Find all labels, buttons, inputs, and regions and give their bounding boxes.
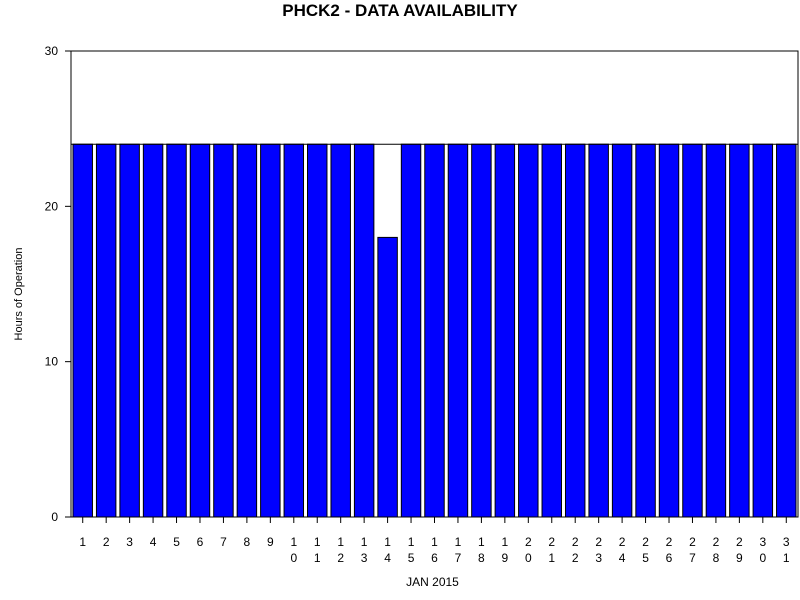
bar [307,143,328,518]
bar [283,143,305,518]
x-axis-label: JAN 2015 [406,575,459,589]
chart-title: PHCK2 - DATA AVAILABILITY [282,1,518,20]
bar [189,143,211,518]
bar [588,143,609,518]
bar [564,143,586,518]
bar [635,143,656,518]
bar [776,143,797,518]
bar [705,143,727,518]
bar [611,143,633,518]
bar [95,143,117,518]
bar [424,143,445,518]
bar [353,143,375,518]
x-tick-label: 9 [267,535,274,549]
x-tick-label: 7 [220,535,227,549]
bar [377,236,398,518]
y-tick-label: 30 [45,44,59,58]
bar [682,143,703,518]
bar [72,143,93,518]
x-tick-label: 8 [244,535,251,549]
y-axis-label: Hours of Operation [13,248,25,341]
x-tick-label: 4 [150,535,157,549]
bar [142,143,164,518]
bar [166,143,187,518]
bar [236,143,258,518]
y-tick-label: 20 [45,199,59,213]
bar [518,143,539,518]
bar [471,143,492,518]
bar [752,143,774,518]
bar [541,143,562,518]
bar [729,143,750,518]
bar [213,143,234,518]
x-tick-label: 6 [197,535,204,549]
x-tick-label: 2 [103,535,110,549]
x-tick-label: 5 [173,535,180,549]
bar [400,143,422,518]
bar [260,143,281,518]
x-tick-label: 1 [79,535,86,549]
bar [658,143,680,518]
bar [119,143,140,518]
bar [494,143,516,518]
y-tick-label: 10 [45,355,59,369]
x-tick-label: 3 [126,535,133,549]
bar [447,143,469,518]
bar [330,143,351,518]
y-tick-label: 0 [51,510,58,524]
